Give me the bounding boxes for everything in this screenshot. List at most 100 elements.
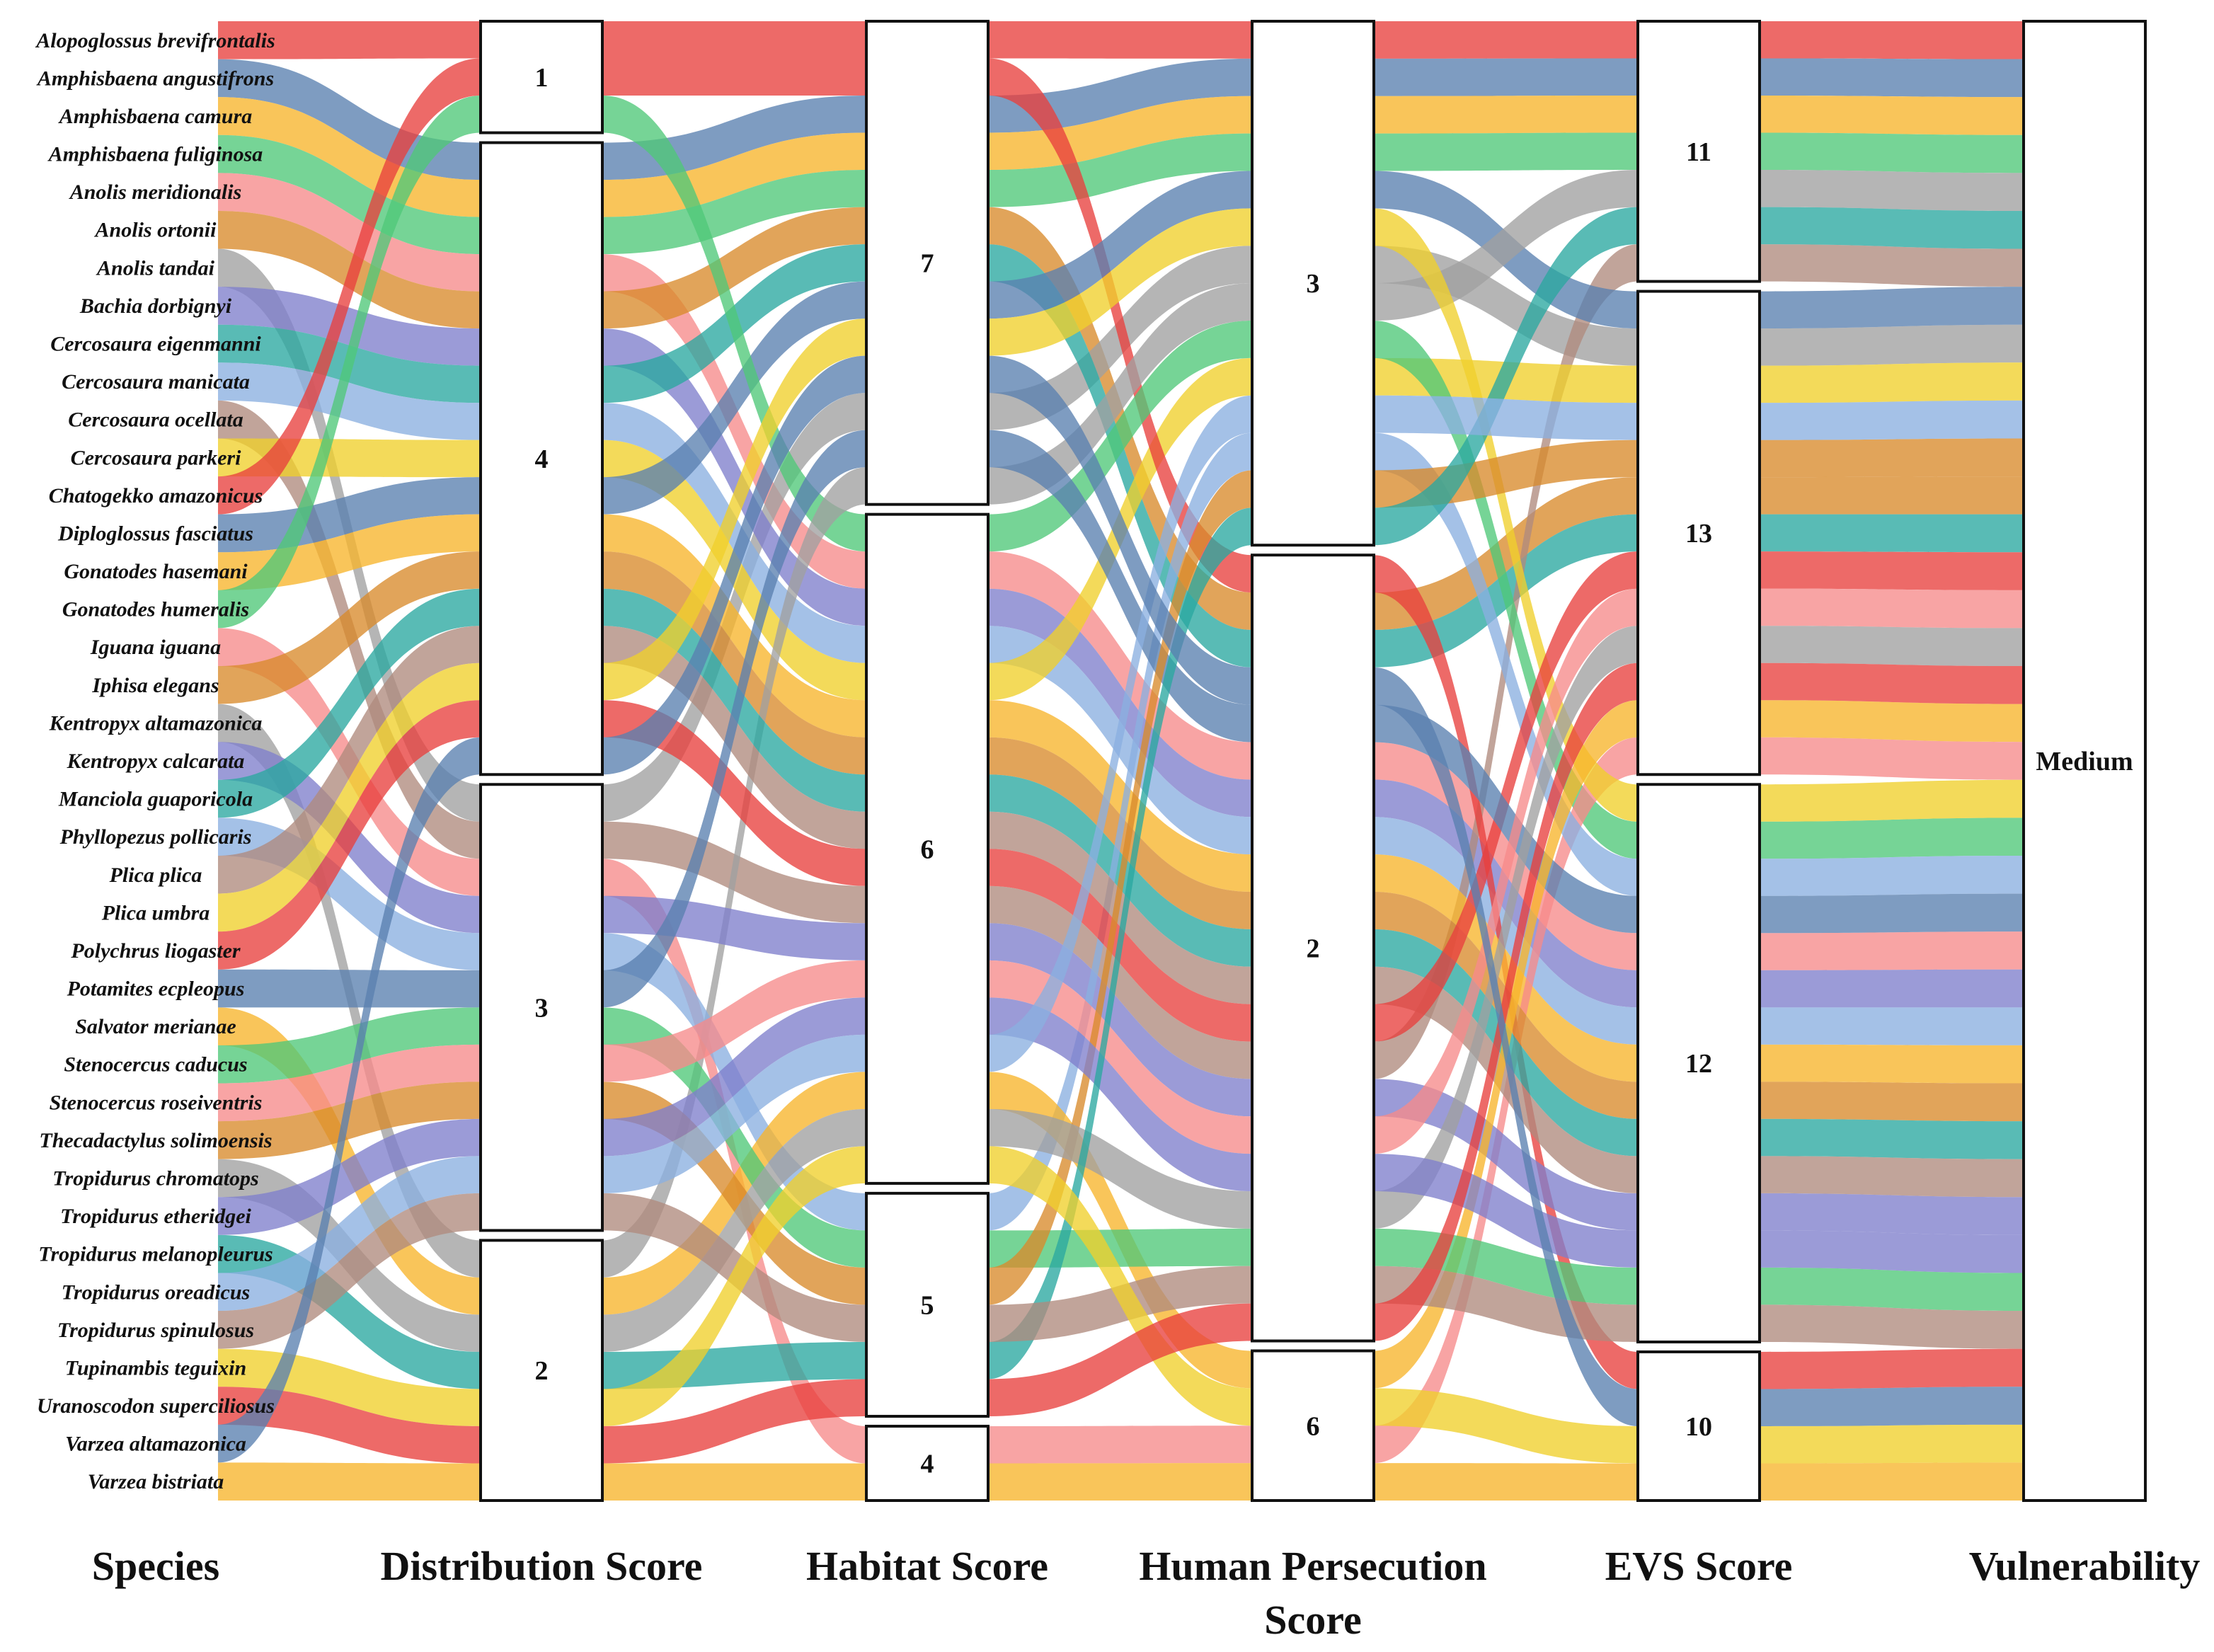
flows-layer <box>218 21 2024 1501</box>
node-label: 2 <box>1307 934 1320 963</box>
flow-band <box>218 1007 481 1084</box>
node-label: 1 <box>535 63 549 93</box>
node-box <box>479 20 604 134</box>
node-box <box>2022 20 2147 1502</box>
flow-band <box>602 700 866 886</box>
species-label: Bachia dorbignyi <box>79 294 232 318</box>
species-label: Stenocercus roseiventris <box>50 1091 263 1114</box>
flow-band <box>602 328 866 626</box>
flow-band <box>1760 1118 2024 1159</box>
node-label: 3 <box>535 993 549 1023</box>
flow-band <box>988 21 1252 59</box>
node-label: 13 <box>1685 519 1712 549</box>
species-label: Plica umbra <box>101 901 210 924</box>
species-label: Tropidurus spinulosus <box>57 1319 254 1342</box>
species-label: Varzea altamazonica <box>65 1433 246 1456</box>
species-label: Varzea bistriata <box>88 1470 224 1493</box>
species-label: Alopoglossus brevifrontalis <box>35 29 275 52</box>
flow-band <box>1760 1424 2024 1464</box>
node-box <box>1636 783 1761 1343</box>
flow-band <box>602 21 866 59</box>
species-label: Anolis ortonii <box>94 219 217 242</box>
flow-band <box>218 626 481 894</box>
species-label: Tropidurus melanopleurus <box>38 1243 273 1266</box>
flow-band <box>1760 96 2024 135</box>
flow-band <box>988 430 1252 742</box>
flow-band <box>1760 1462 2024 1501</box>
node-label: 3 <box>1307 269 1320 299</box>
species-label: Plica plica <box>109 864 202 887</box>
flow-band <box>218 662 481 932</box>
flow-band <box>988 960 1252 1154</box>
node-label: 10 <box>1685 1412 1712 1442</box>
flow-band <box>988 320 1252 552</box>
flow-band <box>988 432 1252 1231</box>
flow-band <box>1374 667 1638 1426</box>
flow-band <box>1760 21 2024 59</box>
node-box <box>1251 20 1375 547</box>
species-label: Potamites ecpleopus <box>67 977 245 1001</box>
flow-band <box>1760 818 2024 859</box>
node-label: 4 <box>535 444 549 474</box>
axis-title: Distribution Score <box>381 1543 703 1589</box>
flow-band <box>602 997 866 1157</box>
flow-band <box>1760 855 2024 896</box>
node-label: 7 <box>921 248 934 278</box>
flow-band <box>602 551 866 775</box>
flow-band <box>1760 588 2024 629</box>
flow-band <box>1374 395 1638 440</box>
node-label: 2 <box>535 1356 549 1386</box>
flow-band <box>1374 737 1638 1464</box>
flow-band <box>988 470 1252 1305</box>
flow-band <box>602 1463 866 1501</box>
flow-band <box>1760 893 2024 934</box>
species-label: Gonatodes humeralis <box>62 598 249 621</box>
species-label: Chatogekko amazonicus <box>49 484 263 507</box>
flow-band <box>988 811 1252 1004</box>
node-box <box>1251 553 1375 1343</box>
flow-band <box>1374 58 1638 96</box>
flow-band <box>218 551 481 704</box>
flow-band <box>602 514 866 738</box>
axis-title: Vulnerability <box>1969 1543 2201 1589</box>
flow-band <box>218 21 481 59</box>
flow-band <box>1760 362 2024 403</box>
flow-band <box>1760 551 2024 590</box>
flow-band <box>1760 700 2024 742</box>
flow-band <box>1374 626 1638 1229</box>
flow-band <box>1760 1193 2024 1235</box>
flow-band <box>602 1007 866 1268</box>
flow-band <box>988 208 1252 356</box>
flow-band <box>988 58 1252 593</box>
axis-title: EVS Score <box>1605 1543 1793 1589</box>
flow-band <box>1760 400 2024 440</box>
flow-band <box>218 477 481 553</box>
flow-band <box>1374 208 1638 822</box>
flow-band <box>1374 966 1638 1193</box>
axis-title: Score <box>1264 1597 1361 1643</box>
species-label: Iphisa elegans <box>91 674 219 697</box>
flow-band <box>1760 931 2024 970</box>
node-box <box>1636 20 1761 283</box>
flow-band <box>1374 1388 1638 1464</box>
flow-band <box>602 254 866 589</box>
flow-band <box>1760 514 2024 553</box>
node-box <box>479 783 604 1232</box>
flow-band <box>1374 477 1638 630</box>
axis-title: Human Persecution <box>1139 1543 1486 1589</box>
flow-band <box>1760 1304 2024 1349</box>
flow-band <box>602 393 866 822</box>
flow-band <box>602 207 866 329</box>
species-label: Cercosaura parkeri <box>71 446 242 469</box>
flow-band <box>1760 476 2024 515</box>
flow-band <box>1760 324 2024 366</box>
node-box <box>865 1191 990 1418</box>
species-label: Salvator merianae <box>75 1015 236 1038</box>
node-label: 6 <box>1307 1411 1320 1441</box>
flow-band <box>218 969 481 1008</box>
flow-band <box>602 281 866 515</box>
flow-band <box>602 895 866 960</box>
flow-band <box>1760 1387 2024 1426</box>
flow-band <box>1760 1007 2024 1045</box>
